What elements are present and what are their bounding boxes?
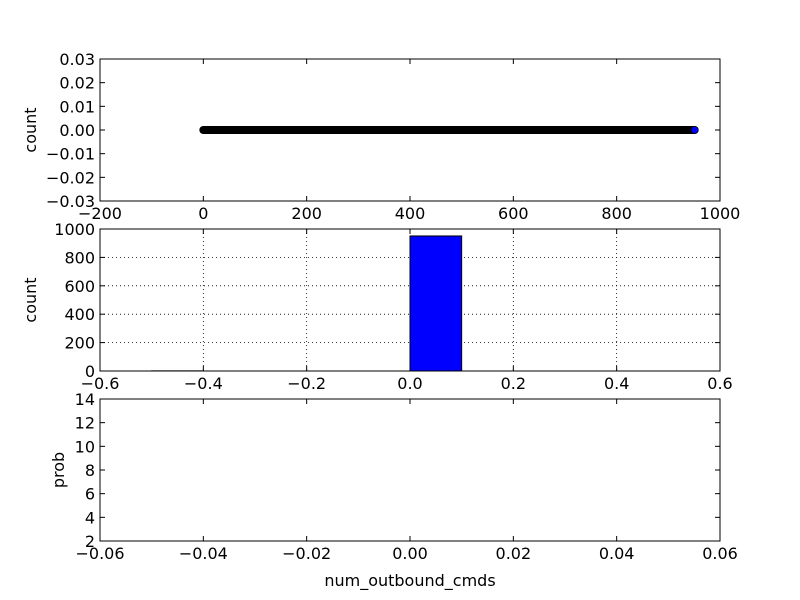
x-tick-label: 0.4 [604, 374, 629, 393]
x-tick-label: 0.06 [702, 544, 738, 563]
y-tick-label: 8 [85, 461, 95, 480]
histogram-bar [409, 235, 463, 372]
x-tick-label: 0.0 [397, 374, 422, 393]
chart-panel-1: −200 0 200 400 600 800 1000 −0.03 −0.02 −0.01 0.00… [21, 50, 740, 223]
x-tick-label: 0.02 [496, 544, 532, 563]
x-tick-label: −0.02 [282, 544, 331, 563]
x-tick-label: 0.2 [501, 374, 526, 393]
y-tick-label: 1000 [54, 220, 95, 239]
chart-panel-2: −0.6 −0.4 −0.2 0.0 0.2 0.4 0.6 0 200 400 600 800 100… [21, 220, 733, 393]
x-axis-label: num_outbound_cmds [324, 571, 495, 591]
y-tick-label: −0.03 [46, 192, 95, 211]
y-tick-label: 14 [75, 390, 95, 409]
y-axis-label: prob [49, 452, 68, 488]
chart-panel-3: −0.06 −0.04 −0.02 0.00 0.02 0.04 0.06 2 4 6 8 10 12 1… [49, 390, 738, 591]
y-tick-label: 0.02 [59, 74, 95, 93]
x-tick-label: 0 [198, 204, 208, 223]
y-tick-label: 2 [85, 532, 95, 551]
y-tick-label: −0.02 [46, 168, 95, 187]
y-tick-label: 0 [85, 362, 95, 381]
x-tick-label: 200 [291, 204, 322, 223]
plot-area [100, 399, 720, 541]
x-tick-label: 1000 [700, 204, 741, 223]
x-tick-label: 400 [395, 204, 426, 223]
y-tick-label: −0.01 [46, 145, 95, 164]
y-tick-label: 0.01 [59, 97, 95, 116]
y-axis-label: count [21, 107, 40, 152]
y-tick-label: 10 [75, 437, 95, 456]
x-tick-label: 800 [601, 204, 632, 223]
y-tick-label: 12 [75, 414, 95, 433]
x-tick-label: −200 [78, 204, 122, 223]
y-tick-label: 0.03 [59, 50, 95, 69]
x-tick-label: 0.6 [707, 374, 732, 393]
y-axis-label: count [21, 277, 40, 322]
x-tick-label: −0.06 [75, 544, 124, 563]
y-tick-label: 200 [64, 334, 95, 353]
x-tick-label: 600 [498, 204, 529, 223]
x-tick-label: −0.4 [184, 374, 223, 393]
x-tick-label: −0.6 [81, 374, 120, 393]
y-tick-label: 800 [64, 248, 95, 267]
y-tick-label: 0.00 [59, 121, 95, 140]
x-tick-label: 0.04 [599, 544, 635, 563]
y-tick-label: 400 [64, 305, 95, 324]
y-tick-label: 4 [85, 508, 95, 527]
scatter-point-last [690, 126, 699, 134]
x-tick-label: −0.2 [287, 374, 326, 393]
x-tick-label: −0.04 [179, 544, 228, 563]
y-tick-label: 6 [85, 485, 95, 504]
y-tick-label: 600 [64, 277, 95, 296]
x-tick-label: 0.00 [392, 544, 428, 563]
